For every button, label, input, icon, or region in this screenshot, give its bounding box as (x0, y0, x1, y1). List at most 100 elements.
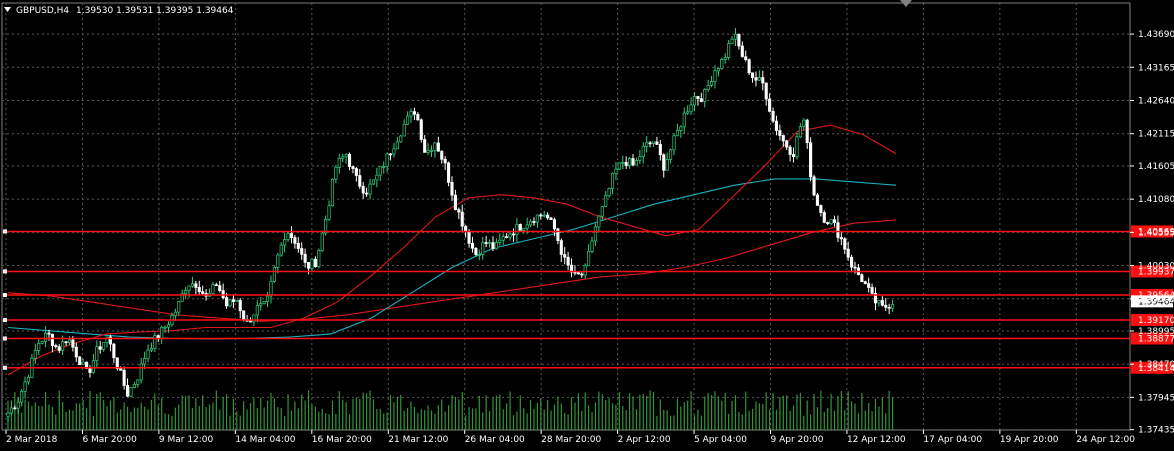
candle-body[interactable] (395, 141, 399, 150)
candle-body[interactable] (289, 233, 294, 238)
candle-body[interactable] (61, 341, 65, 351)
candle-body[interactable] (720, 59, 724, 69)
candle-body[interactable] (180, 293, 184, 302)
candle-body[interactable] (81, 361, 85, 366)
candle-body[interactable] (809, 142, 813, 178)
candle-body[interactable] (375, 174, 379, 181)
candle-body[interactable] (669, 149, 673, 160)
candle-body[interactable] (549, 217, 553, 221)
candle-body[interactable] (228, 299, 232, 307)
candle-body[interactable] (136, 379, 140, 385)
candle-body[interactable] (829, 219, 833, 224)
candle-body[interactable] (365, 192, 369, 195)
candle-body[interactable] (815, 194, 819, 206)
candle-body[interactable] (727, 43, 731, 58)
candle-body[interactable] (139, 363, 143, 381)
candle-body[interactable] (710, 81, 714, 86)
candle-body[interactable] (119, 368, 123, 371)
candle-body[interactable] (9, 407, 13, 414)
candle-body[interactable] (307, 262, 311, 269)
candle-body[interactable] (839, 237, 843, 240)
candle-body[interactable] (40, 341, 44, 344)
candle-body[interactable] (122, 369, 126, 386)
candle-body[interactable] (238, 299, 242, 312)
candle-body[interactable] (6, 412, 10, 418)
candle-body[interactable] (385, 153, 389, 167)
candle-body[interactable] (812, 176, 816, 196)
candle-body[interactable] (484, 242, 488, 244)
candle-body[interactable] (751, 72, 755, 78)
candle-body[interactable] (795, 136, 799, 158)
candle-body[interactable] (296, 242, 300, 249)
candle-body[interactable] (20, 391, 24, 403)
candle-body[interactable] (33, 350, 37, 359)
level-handle[interactable] (3, 269, 7, 274)
candle-body[interactable] (457, 209, 461, 213)
candle-body[interactable] (201, 291, 205, 294)
candle-body[interactable] (262, 301, 266, 304)
candle-body[interactable] (91, 360, 95, 373)
candle-body[interactable] (706, 84, 710, 90)
candle-body[interactable] (190, 283, 194, 287)
candle-body[interactable] (764, 82, 768, 100)
candle-body[interactable] (638, 156, 642, 161)
candle-body[interactable] (231, 299, 235, 302)
candle-body[interactable] (330, 178, 335, 207)
candle-body[interactable] (269, 281, 273, 297)
candle-body[interactable] (440, 150, 444, 160)
candle-body[interactable] (576, 272, 580, 275)
candle-body[interactable] (409, 111, 413, 117)
candle-body[interactable] (850, 256, 854, 268)
candle-body[interactable] (436, 142, 440, 152)
candle-body[interactable] (744, 56, 748, 60)
candle-body[interactable] (566, 256, 570, 266)
level-handle[interactable] (3, 229, 7, 234)
candle-body[interactable] (354, 168, 358, 176)
candle-body[interactable] (74, 346, 78, 358)
candle-body[interactable] (177, 301, 181, 313)
candle-body[interactable] (730, 38, 734, 44)
candle-body[interactable] (843, 238, 847, 250)
candle-body[interactable] (542, 214, 546, 217)
candle-body[interactable] (416, 113, 420, 121)
candle-body[interactable] (665, 159, 669, 171)
candle-body[interactable] (819, 205, 823, 213)
candle-body[interactable] (587, 251, 591, 267)
candle-body[interactable] (863, 281, 867, 284)
candle-body[interactable] (604, 195, 608, 207)
candle-body[interactable] (23, 381, 27, 392)
candle-body[interactable] (406, 115, 410, 125)
candle-body[interactable] (214, 284, 218, 287)
candle-body[interactable] (382, 166, 386, 168)
candle-body[interactable] (805, 119, 809, 144)
candle-body[interactable] (102, 342, 106, 350)
candle-body[interactable] (573, 271, 577, 274)
candle-body[interactable] (450, 182, 454, 196)
candle-body[interactable] (358, 175, 362, 187)
candle-body[interactable] (826, 222, 830, 224)
candle-body[interactable] (686, 111, 690, 114)
candle-body[interactable] (873, 293, 878, 304)
candle-body[interactable] (67, 339, 72, 343)
candle-body[interactable] (494, 242, 498, 250)
candle-body[interactable] (569, 264, 574, 273)
candle-body[interactable] (699, 98, 703, 102)
candle-body[interactable] (836, 222, 840, 238)
candle-body[interactable] (634, 160, 638, 166)
candle-body[interactable] (320, 232, 324, 251)
candle-body[interactable] (341, 156, 345, 159)
level-handle[interactable] (3, 365, 7, 370)
candle-body[interactable] (276, 254, 280, 268)
candle-body[interactable] (491, 242, 495, 250)
candle-body[interactable] (655, 141, 659, 145)
candle-body[interactable] (631, 158, 635, 166)
candle-body[interactable] (54, 345, 58, 348)
candle-body[interactable] (525, 224, 529, 229)
candle-body[interactable] (143, 358, 147, 365)
candle-body[interactable] (300, 248, 304, 255)
candle-body[interactable] (163, 326, 167, 329)
candle-body[interactable] (614, 168, 618, 174)
level-handle[interactable] (3, 317, 7, 322)
candle-body[interactable] (324, 218, 328, 234)
candle-body[interactable] (50, 333, 54, 346)
